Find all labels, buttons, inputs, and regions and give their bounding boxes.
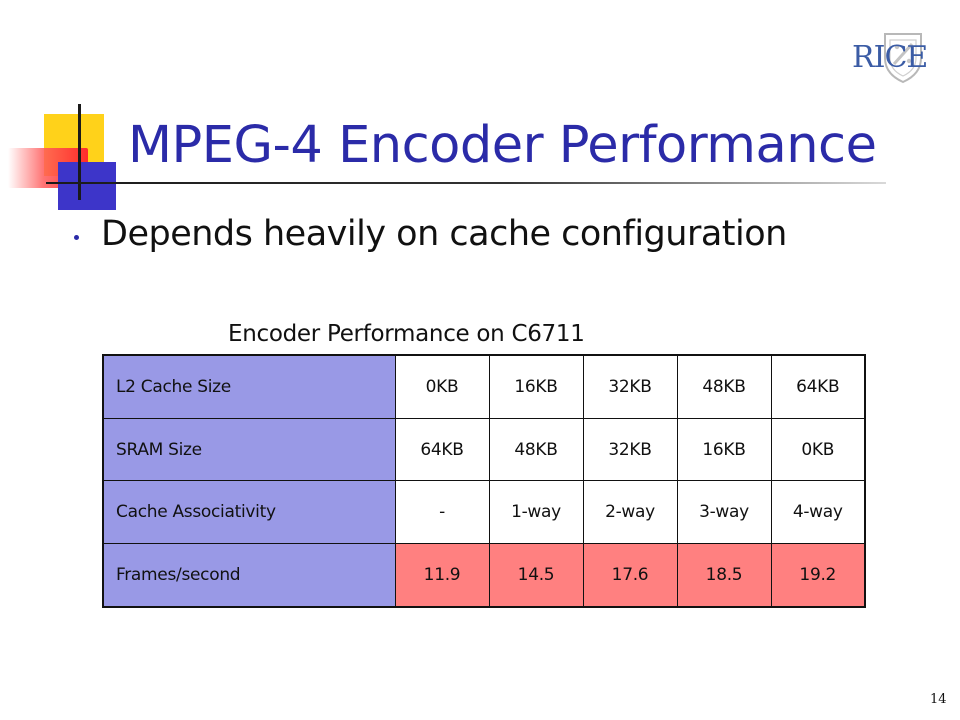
rice-logo: RICE [852,26,932,92]
bullet-text: Depends heavily on cache configuration [101,214,787,254]
table-cell: 0KB [394,354,490,419]
bullet-dot-icon [74,234,79,240]
table-row-cache-associativity: Cache Associativity - 1-way 2-way 3-way … [102,480,866,545]
row-label: SRAM Size [102,417,396,482]
bullet-item: Depends heavily on cache configuration [74,214,787,254]
page-number: 14 [930,692,947,707]
table-cell: 0KB [770,417,866,482]
table-row-l2-cache-size: L2 Cache Size 0KB 16KB 32KB 48KB 64KB [102,354,866,419]
logo-text: RICE [852,40,928,75]
table-row-frames-per-second: Frames/second 11.9 14.5 17.6 18.5 19.2 [102,543,866,608]
performance-table: L2 Cache Size 0KB 16KB 32KB 48KB 64KB SR… [102,354,866,608]
table-cell-highlight: 17.6 [582,543,678,608]
table-cell: 48KB [488,417,584,482]
table-caption: Encoder Performance on C6711 [228,321,585,347]
table-cell: 2-way [582,480,678,545]
slide-title: MPEG-4 Encoder Performance [128,116,877,175]
table-cell: 64KB [770,354,866,419]
table-row-sram-size: SRAM Size 64KB 48KB 32KB 16KB 0KB [102,417,866,482]
row-label: Frames/second [102,543,396,608]
table-cell-highlight: 18.5 [676,543,772,608]
row-label: L2 Cache Size [102,354,396,419]
table-cell-highlight: 19.2 [770,543,866,608]
row-label: Cache Associativity [102,480,396,545]
table-cell: 1-way [488,480,584,545]
decorative-vertical-line [78,104,81,200]
table-cell: - [394,480,490,545]
table-cell: 64KB [394,417,490,482]
table-cell: 16KB [488,354,584,419]
table-cell: 48KB [676,354,772,419]
table-cell-highlight: 14.5 [488,543,584,608]
title-underline [46,182,886,184]
table-cell: 32KB [582,417,678,482]
table-cell: 3-way [676,480,772,545]
shield-icon [884,33,922,84]
table-cell: 32KB [582,354,678,419]
decorative-blue-square [58,162,116,210]
table-cell-highlight: 11.9 [394,543,490,608]
table-cell: 4-way [770,480,866,545]
table-cell: 16KB [676,417,772,482]
